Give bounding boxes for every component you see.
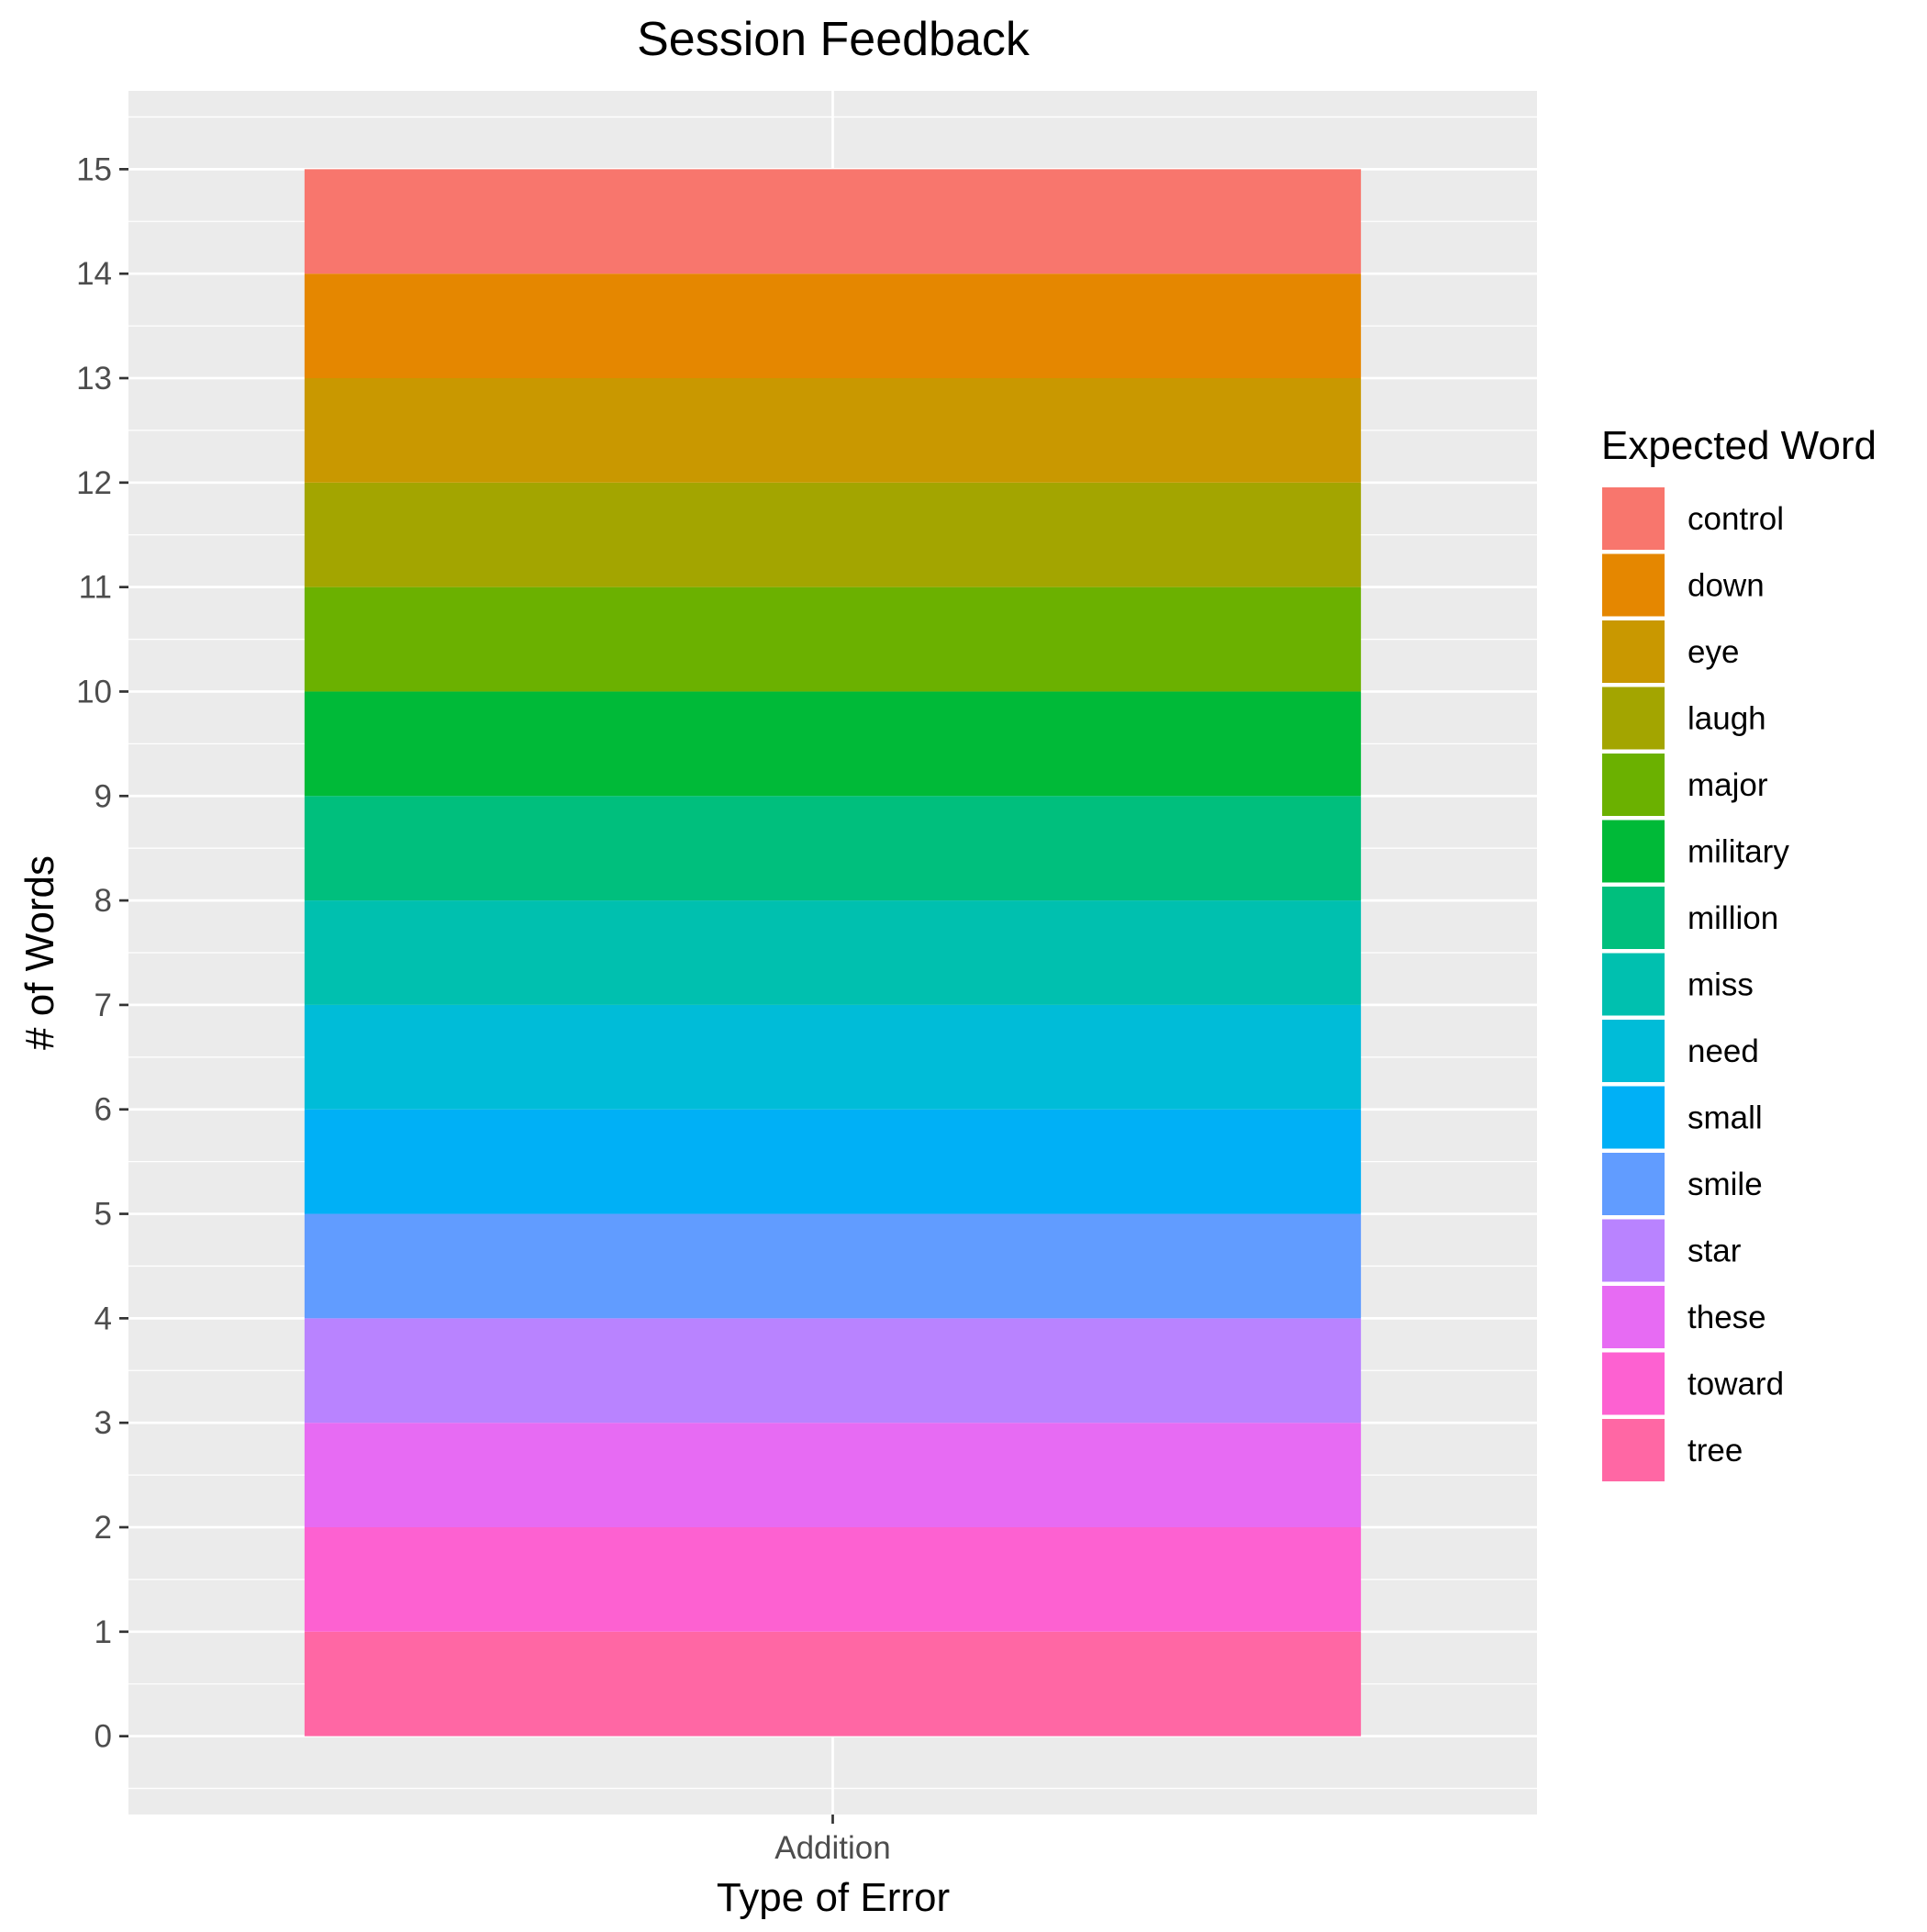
legend-label-smile: smile — [1688, 1167, 1763, 1202]
x-axis: Addition — [774, 1815, 891, 1866]
bar-segment-military — [304, 691, 1362, 797]
legend-swatch-eye — [1600, 619, 1666, 685]
legend-label-down: down — [1688, 568, 1765, 604]
legend-label-tree: tree — [1688, 1433, 1743, 1469]
y-tick-label: 14 — [76, 256, 112, 292]
legend-swatch-these — [1600, 1284, 1666, 1350]
legend-label-these: these — [1688, 1300, 1766, 1335]
legend-label-toward: toward — [1688, 1367, 1784, 1402]
x-tick-label: Addition — [774, 1830, 890, 1866]
bar-segment-down — [304, 274, 1362, 378]
bar-segment-these — [304, 1423, 1362, 1527]
legend-swatch-control — [1600, 486, 1666, 552]
legend-swatch-laugh — [1600, 685, 1666, 752]
x-axis-title: Type of Error — [717, 1875, 950, 1920]
legend-label-need: need — [1688, 1033, 1759, 1069]
y-tick-label: 12 — [76, 465, 112, 501]
bar-segment-million — [304, 796, 1362, 901]
legend-label-star: star — [1688, 1234, 1742, 1269]
legend-swatch-smile — [1600, 1151, 1666, 1217]
legend-swatch-major — [1600, 752, 1666, 818]
bar-segment-control — [304, 169, 1362, 274]
legend-swatch-down — [1600, 552, 1666, 619]
legend-label-million: million — [1688, 900, 1778, 936]
y-tick-label: 4 — [95, 1301, 112, 1336]
bar-segment-need — [304, 1004, 1362, 1110]
legend-label-small: small — [1688, 1100, 1763, 1136]
y-tick-label: 8 — [95, 883, 112, 919]
bar-segments — [304, 169, 1362, 1737]
y-tick-label: 0 — [95, 1719, 112, 1755]
legend-label-control: control — [1688, 501, 1784, 537]
legend-swatch-need — [1600, 1018, 1666, 1084]
y-tick-label: 1 — [95, 1614, 112, 1650]
y-tick-label: 15 — [76, 151, 112, 187]
legend-label-major: major — [1688, 767, 1768, 803]
legend-swatch-military — [1600, 818, 1666, 885]
legend-swatch-million — [1600, 885, 1666, 951]
y-tick-label: 2 — [95, 1510, 112, 1546]
legend-title: Expected Word — [1601, 423, 1877, 468]
legend-label-eye: eye — [1688, 634, 1739, 670]
y-tick-label: 11 — [79, 570, 112, 606]
y-tick-label: 6 — [95, 1092, 112, 1128]
bar-segment-laugh — [304, 482, 1362, 587]
y-tick-label: 10 — [76, 674, 112, 709]
bar-segment-eye — [304, 378, 1362, 483]
legend-swatch-star — [1600, 1217, 1666, 1284]
legend-swatch-tree — [1600, 1417, 1666, 1483]
bar-segment-small — [304, 1109, 1362, 1214]
bar-segment-tree — [304, 1631, 1362, 1737]
legend-label-laugh: laugh — [1688, 701, 1766, 737]
legend-swatch-toward — [1600, 1350, 1666, 1417]
y-axis-title: # of Words — [17, 855, 62, 1050]
legend-swatch-miss — [1600, 951, 1666, 1018]
legend-label-military: military — [1688, 834, 1789, 870]
chart-title: Session Feedback — [637, 13, 1030, 66]
y-tick-label: 3 — [95, 1405, 112, 1441]
legend: Expected Word control down eye laugh major mi… — [1600, 423, 1877, 1483]
legend-label-miss: miss — [1688, 967, 1754, 1003]
y-tick-label: 5 — [95, 1197, 112, 1233]
bar-segment-toward — [304, 1527, 1362, 1632]
y-tick-label: 7 — [95, 988, 112, 1023]
y-tick-label: 9 — [95, 778, 112, 814]
legend-swatch-small — [1600, 1084, 1666, 1151]
bar-segment-major — [304, 586, 1362, 692]
bar-segment-miss — [304, 900, 1362, 1005]
y-tick-label: 13 — [76, 361, 112, 396]
bar-segment-smile — [304, 1213, 1362, 1319]
bar-segment-star — [304, 1318, 1362, 1424]
